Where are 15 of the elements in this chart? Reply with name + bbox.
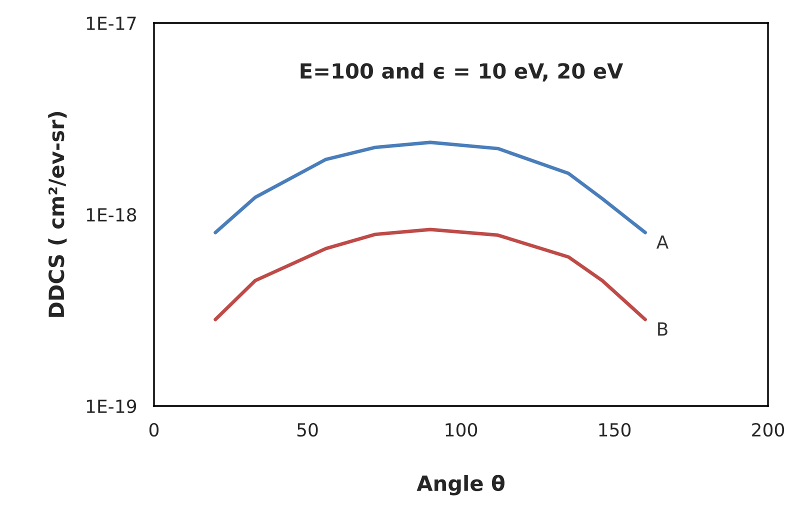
- annotation: E=100 and ϵ = 10 eV, 20 eV: [300, 62, 624, 82]
- x-tick-label: 50: [297, 422, 318, 437]
- x-tick-label: 150: [599, 422, 631, 437]
- series-label: A: [656, 235, 669, 249]
- line-series: [214, 228, 647, 322]
- line-series: [214, 140, 647, 234]
- y-tick-label: 1E-19: [86, 399, 136, 414]
- y-tick-label: 1E-18: [86, 208, 136, 222]
- x-tick-label: 100: [446, 422, 478, 437]
- y-tick-label: 1E-17: [86, 16, 136, 30]
- series-label: B: [658, 322, 668, 336]
- x-axis-title: Angle θ: [416, 474, 504, 496]
- x-tick-label: 0: [149, 422, 159, 437]
- x-tick-label: 200: [752, 422, 784, 437]
- y-axis-title: DDCS ( cm²/ev-sr): [48, 112, 67, 317]
